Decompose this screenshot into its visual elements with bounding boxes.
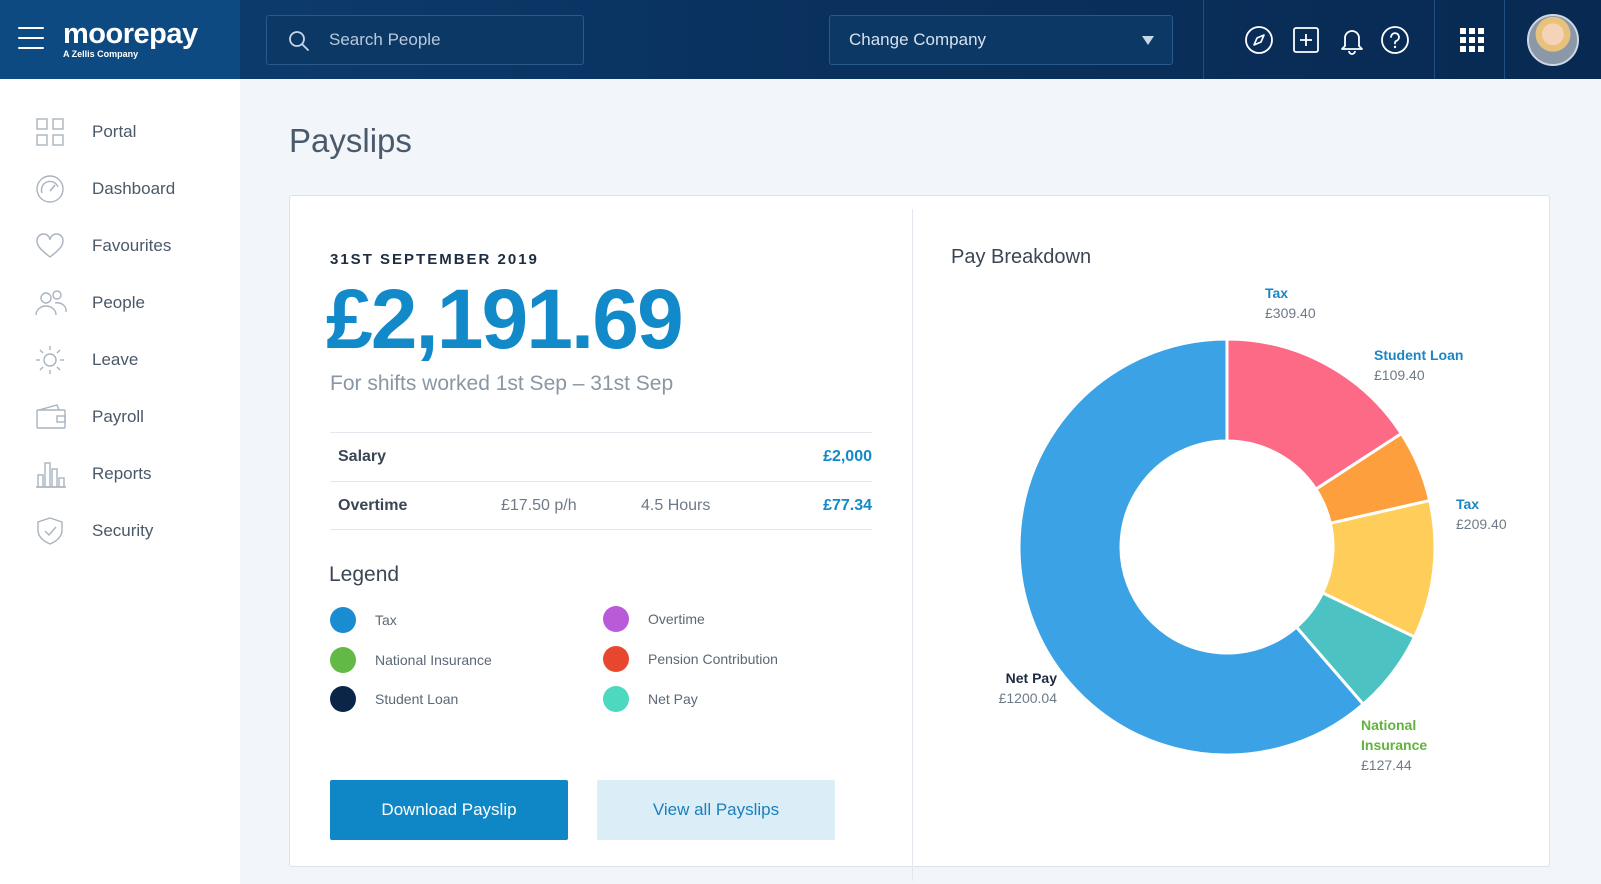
legend-label: Student Loan (375, 691, 459, 707)
slice-value-label: £309.40 (1265, 305, 1316, 321)
sidebar-item-payroll[interactable]: Payroll (0, 393, 240, 443)
row-hours: 4.5 Hours (641, 497, 711, 514)
search-input[interactable] (329, 16, 569, 64)
card-divider (912, 209, 913, 881)
wallet-icon (36, 404, 66, 429)
search-box[interactable] (266, 15, 584, 65)
pie-slice-net-pay[interactable] (1017, 337, 1366, 757)
menu-icon[interactable] (18, 27, 44, 51)
row-rate: £17.50 p/h (501, 497, 577, 514)
download-payslip-button[interactable]: Download Payslip (330, 780, 568, 840)
row-name: Salary (338, 448, 387, 465)
top-bar: moorepay A Zellis Company Change Company (0, 0, 1601, 79)
slice-name-label: Student Loan (1374, 347, 1463, 363)
legend-title: Legend (329, 563, 400, 586)
slice-name-label: Tax (1265, 285, 1288, 301)
sidebar-item-label: People (92, 293, 145, 312)
sidebar-item-label: Reports (92, 464, 152, 483)
pay-table: Salary £2,000 Overtime £17.50 p/h 4.5 Ho… (330, 432, 872, 530)
legend-dot (330, 647, 356, 673)
people-icon (35, 290, 67, 316)
slice-name-label: Tax (1456, 496, 1479, 512)
sidebar-item-dashboard[interactable]: Dashboard (0, 165, 240, 215)
divider (1434, 0, 1435, 79)
add-icon[interactable] (1291, 25, 1321, 55)
row-name: Overtime (338, 497, 408, 514)
view-all-payslips-button[interactable]: View all Payslips (597, 780, 835, 840)
sun-icon (36, 346, 64, 374)
legend-label: Overtime (648, 611, 705, 627)
sidebar-item-label: Portal (92, 122, 137, 141)
avatar[interactable] (1527, 14, 1579, 66)
pie-slice-tax[interactable] (1225, 337, 1404, 492)
legend-dot (603, 686, 629, 712)
heart-icon (36, 233, 64, 258)
legend-dot (330, 686, 356, 712)
sidebar-item-reports[interactable]: Reports (0, 450, 240, 500)
row-value: £2,000 (823, 448, 872, 465)
sidebar-item-people[interactable]: People (0, 279, 240, 329)
divider (1504, 0, 1505, 79)
table-row: Salary £2,000 (330, 432, 872, 481)
legend-label: Tax (375, 612, 397, 628)
row-value: £77.34 (823, 497, 872, 514)
help-icon[interactable] (1380, 25, 1410, 55)
donut-chart: Tax £309.40 Student Loan £109.40 Tax £209.40 N… (999, 285, 1507, 773)
divider (1203, 0, 1204, 79)
slice-value-label: £109.40 (1374, 367, 1425, 383)
apps-grid-icon[interactable] (1457, 25, 1487, 55)
logo-name: moorepay (63, 18, 198, 50)
pay-breakdown-chart: Tax £309.40 Student Loan £109.40 Tax £209.40 N… (912, 196, 1551, 868)
legend-dot (603, 646, 629, 672)
slice-value-label: £209.40 (1456, 516, 1507, 532)
legend-label: Net Pay (648, 691, 698, 707)
grid-icon (36, 118, 64, 146)
slice-name-label: Net Pay (1006, 670, 1058, 686)
bell-icon[interactable] (1337, 25, 1367, 55)
brand-zone (0, 0, 240, 79)
gauge-icon (36, 175, 64, 203)
sidebar-item-leave[interactable]: Leave (0, 336, 240, 386)
compass-icon[interactable] (1244, 25, 1274, 55)
change-company-select[interactable]: Change Company (829, 15, 1173, 65)
sidebar: Portal Dashboard Favourites People (0, 79, 240, 884)
sidebar-item-label: Payroll (92, 407, 144, 426)
bar-chart-icon (36, 462, 66, 488)
legend-dot (603, 606, 629, 632)
sidebar-item-favourites[interactable]: Favourites (0, 222, 240, 272)
sidebar-item-security[interactable]: Security (0, 507, 240, 557)
change-company-label: Change Company (849, 30, 987, 49)
chart-title: Pay Breakdown (951, 246, 1092, 268)
page-title: Payslips (289, 122, 412, 159)
logo[interactable]: moorepay A Zellis Company (63, 18, 198, 60)
slice-name-label: National (1361, 717, 1416, 733)
table-row: Overtime £17.50 p/h 4.5 Hours £77.34 (330, 481, 872, 530)
legend-label: National Insurance (375, 652, 492, 668)
slice-name-label: Insurance (1361, 737, 1427, 753)
sidebar-item-label: Security (92, 521, 154, 540)
payslip-date: 31ST SEPTEMBER 2019 (330, 251, 539, 268)
legend-label: Pension Contribution (648, 651, 778, 667)
logo-subtitle: A Zellis Company (63, 49, 139, 59)
legend-dot (330, 607, 356, 633)
payslip-card: 31ST SEPTEMBER 2019 £2,191.69 For shifts… (289, 195, 1551, 881)
sidebar-item-label: Dashboard (92, 179, 176, 198)
slice-value-label: £1200.04 (999, 690, 1058, 706)
shield-icon (37, 517, 63, 545)
sidebar-item-portal[interactable]: Portal (0, 108, 240, 158)
payslip-amount: £2,191.69 (326, 272, 684, 366)
search-icon (289, 31, 309, 51)
payslip-period: For shifts worked 1st Sep – 31st Sep (330, 372, 674, 395)
slice-value-label: £127.44 (1361, 757, 1412, 773)
sidebar-item-label: Favourites (92, 236, 172, 255)
chevron-down-icon (1142, 36, 1154, 45)
sidebar-item-label: Leave (92, 350, 139, 369)
